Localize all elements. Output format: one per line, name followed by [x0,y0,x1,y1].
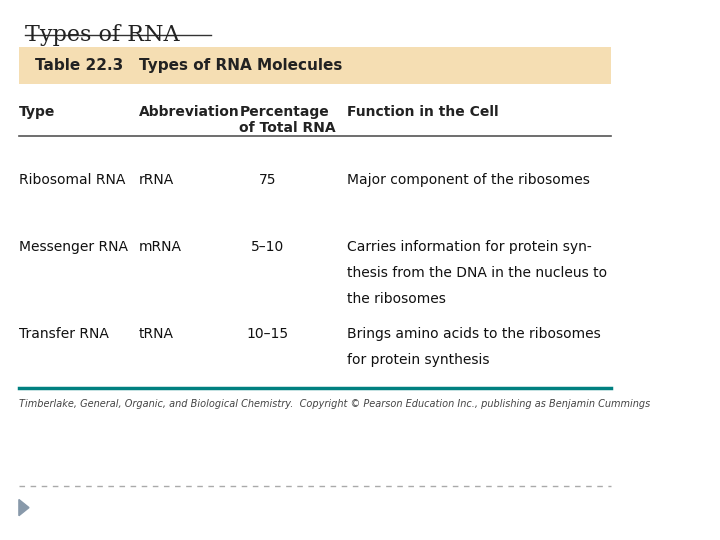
Text: Carries information for protein syn-: Carries information for protein syn- [346,240,591,254]
Text: the ribosomes: the ribosomes [346,292,446,306]
Text: Brings amino acids to the ribosomes: Brings amino acids to the ribosomes [346,327,600,341]
Text: tRNA: tRNA [139,327,174,341]
Text: mRNA: mRNA [139,240,181,254]
Polygon shape [19,500,29,516]
Text: Types of RNA: Types of RNA [25,24,180,46]
Text: rRNA: rRNA [139,173,174,187]
FancyBboxPatch shape [19,47,611,84]
Text: Percentage: Percentage [240,105,329,119]
Text: 75: 75 [259,173,276,187]
Text: Ribosomal RNA: Ribosomal RNA [19,173,125,187]
Text: Type: Type [19,105,55,119]
Text: 5–10: 5–10 [251,240,284,254]
Text: Timberlake, General, Organic, and Biological Chemistry.  Copyright © Pearson Edu: Timberlake, General, Organic, and Biolog… [19,399,650,409]
Text: for protein synthesis: for protein synthesis [346,353,489,367]
Text: Table 22.3   Types of RNA Molecules: Table 22.3 Types of RNA Molecules [35,58,342,73]
Text: Major component of the ribosomes: Major component of the ribosomes [346,173,590,187]
Text: Messenger RNA: Messenger RNA [19,240,128,254]
Text: of Total RNA: of Total RNA [240,121,336,135]
Text: thesis from the DNA in the nucleus to: thesis from the DNA in the nucleus to [346,266,607,280]
Text: Function in the Cell: Function in the Cell [346,105,498,119]
Text: Abbreviation: Abbreviation [139,105,239,119]
Text: 10–15: 10–15 [247,327,289,341]
Text: Transfer RNA: Transfer RNA [19,327,109,341]
